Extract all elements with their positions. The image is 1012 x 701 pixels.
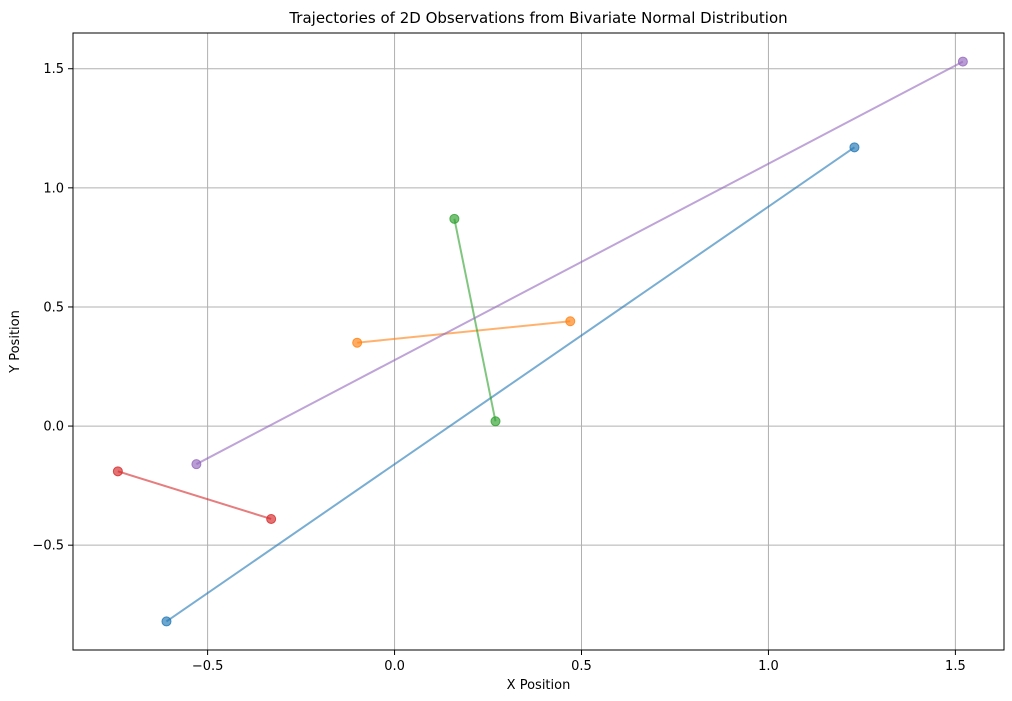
trajectory-series-1 bbox=[161, 142, 860, 627]
trajectory-point bbox=[266, 513, 277, 524]
grid-layer bbox=[73, 33, 1004, 650]
chart-title: Trajectories of 2D Observations from Biv… bbox=[288, 9, 787, 27]
y-tick-label: 0.0 bbox=[43, 420, 64, 435]
x-tick-label: 0.5 bbox=[571, 659, 592, 674]
x-tick-label: 1.0 bbox=[758, 659, 779, 674]
x-axis-label: X Position bbox=[507, 678, 571, 693]
trajectory-line bbox=[117, 470, 272, 520]
trajectory-series-2 bbox=[352, 316, 576, 348]
y-tick-label: 1.0 bbox=[43, 181, 64, 196]
series-layer bbox=[112, 56, 968, 627]
y-tick-label: 0.5 bbox=[43, 300, 64, 315]
trajectory-point bbox=[191, 459, 202, 470]
trajectory-line bbox=[165, 146, 856, 623]
x-tick-label: 0.0 bbox=[384, 659, 405, 674]
trajectory-point bbox=[112, 466, 123, 477]
trajectory-line bbox=[195, 60, 964, 466]
trajectory-series-3 bbox=[449, 213, 501, 427]
x-tick-label: −0.5 bbox=[192, 659, 224, 674]
axes-frame bbox=[72, 32, 1005, 651]
trajectory-point bbox=[490, 416, 501, 427]
trajectory-series-4 bbox=[112, 466, 277, 524]
trajectory-point bbox=[565, 316, 576, 327]
trajectory-line bbox=[357, 320, 571, 344]
y-axis-label: Y Position bbox=[8, 310, 23, 374]
trajectory-point bbox=[352, 337, 363, 348]
y-tick-label: 1.5 bbox=[43, 62, 64, 77]
trajectory-point bbox=[449, 213, 460, 224]
trajectory-point bbox=[849, 142, 860, 153]
y-tick-label: −0.5 bbox=[32, 539, 64, 554]
trajectory-series-5 bbox=[191, 56, 968, 470]
trajectory-point bbox=[161, 616, 172, 627]
tick-layer: −0.5 0.0 0.5 1.0 1.5 −0.5 0.0 0.5 1.0 1.5 bbox=[32, 62, 965, 674]
x-tick-label: 1.5 bbox=[945, 659, 966, 674]
trajectory-line bbox=[453, 218, 497, 422]
trajectory-point bbox=[957, 56, 968, 67]
